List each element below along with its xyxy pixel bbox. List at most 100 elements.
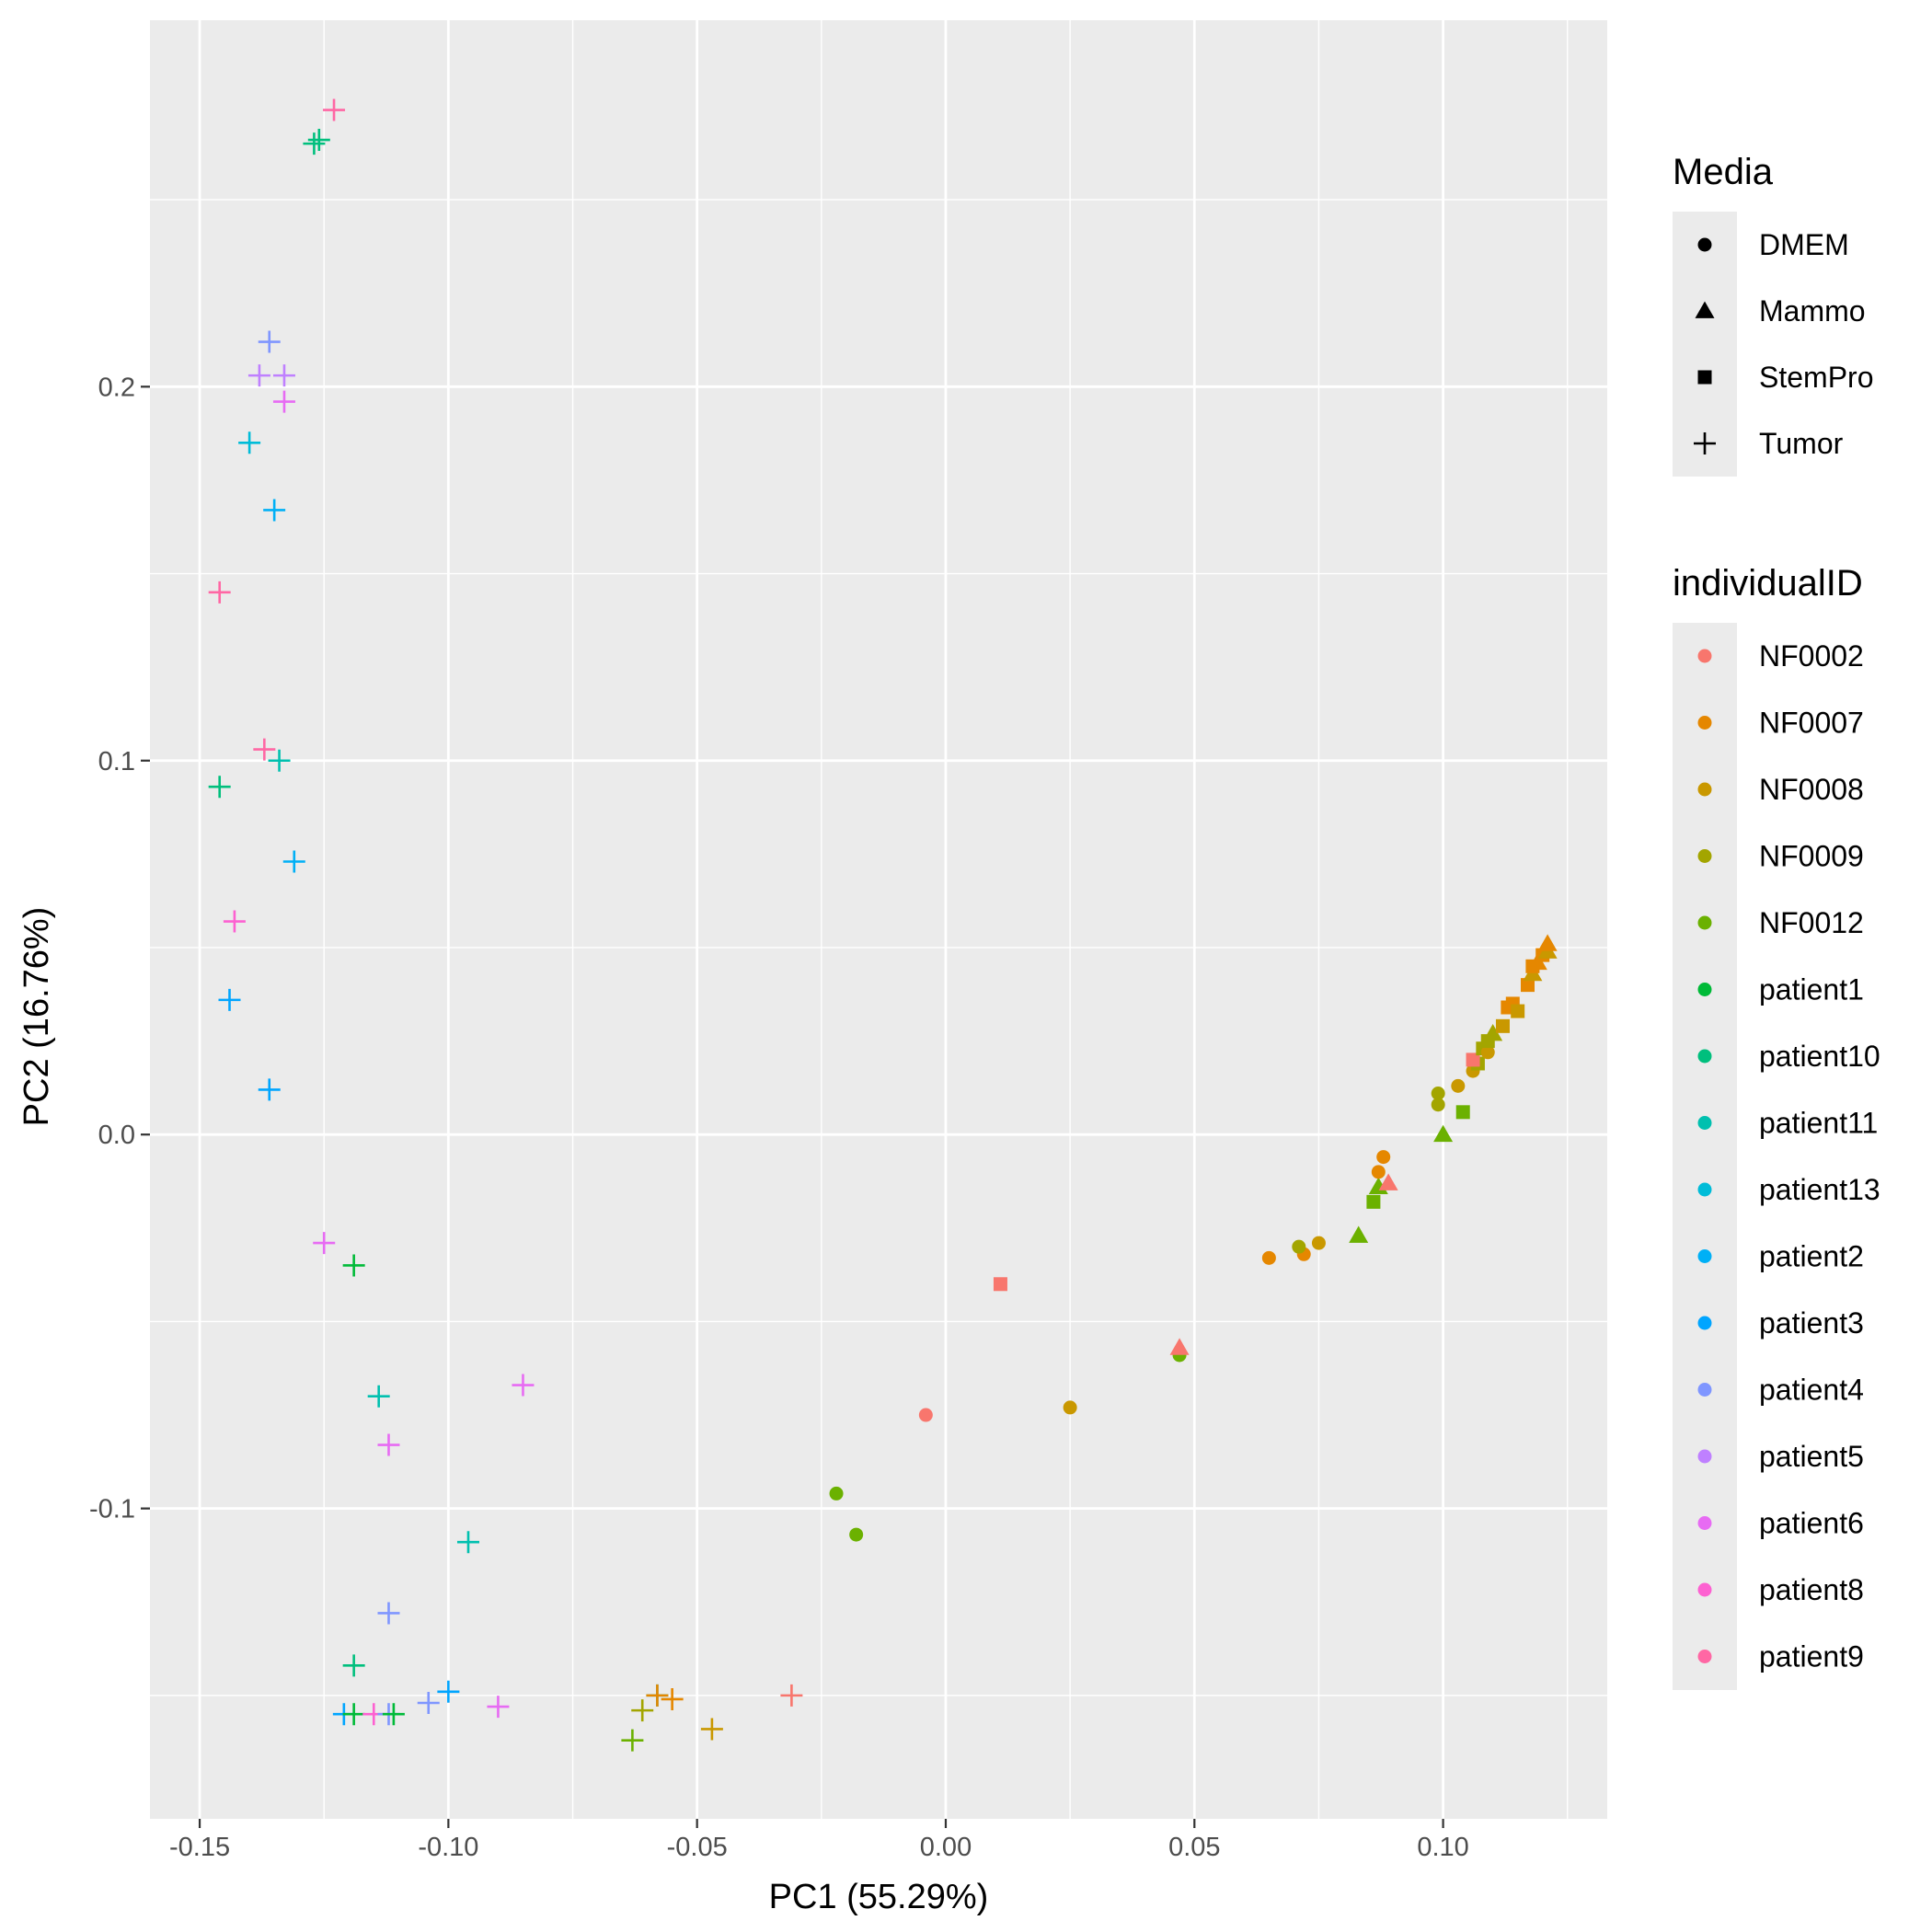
data-point: [1537, 934, 1558, 951]
x-tick-label: 0.05: [1168, 1833, 1220, 1862]
data-point: [646, 1684, 669, 1707]
legend-label-patient10: patient10: [1759, 1040, 1880, 1073]
legend-label-patient11: patient11: [1759, 1107, 1878, 1140]
legend-key-nf0002: [1697, 649, 1712, 663]
data-point: [323, 98, 346, 121]
axes: -0.15 -0.10 -0.05 0.00 0.05 0.10 -0.1 0.0 0.1 0.2: [89, 373, 1469, 1862]
data-point: [303, 132, 326, 155]
panel-background: [150, 20, 1607, 1819]
legend-key-stempro: [1697, 370, 1712, 385]
legend-label-patient1: patient1: [1759, 973, 1864, 1006]
data-point: [417, 1692, 440, 1714]
legend-key-patient1: [1697, 983, 1712, 996]
y-tick-label: 0.2: [98, 373, 135, 402]
data-point: [247, 364, 270, 387]
legend-key-patient6: [1697, 1516, 1712, 1530]
data-point: [631, 1699, 654, 1722]
legend-key-patient11: [1697, 1116, 1712, 1130]
data-point: [208, 581, 231, 604]
data-point: [437, 1680, 460, 1703]
legend-label-stempro: StemPro: [1759, 361, 1873, 394]
media-legend: Media DMEM Mammo StemPro Tumor: [1673, 152, 1873, 477]
data-point: [367, 1385, 390, 1408]
data-point: [313, 1232, 336, 1255]
legend-label-patient2: patient2: [1759, 1240, 1864, 1273]
individual-id-legend: individualID NF0002 NF0007 NF0008 NF0009 NF00…: [1673, 563, 1880, 1690]
individual-id-legend-title: individualID: [1673, 563, 1863, 604]
data-point: [263, 499, 286, 522]
legend-key-nf0007: [1697, 716, 1712, 730]
media-legend-title: Media: [1673, 152, 1774, 192]
data-point: [1376, 1150, 1391, 1165]
x-tick-label: -0.15: [169, 1833, 230, 1862]
legend-label-nf0009: NF0009: [1759, 840, 1864, 873]
data-point: [307, 129, 330, 152]
legend-key-patient2: [1697, 1249, 1712, 1263]
data-point: [223, 910, 246, 933]
data-point: [1366, 1194, 1381, 1209]
y-tick-label: 0.0: [98, 1121, 135, 1150]
data-point: [1378, 1173, 1398, 1190]
legend-key-nf0009: [1697, 849, 1712, 863]
data-point: [487, 1696, 510, 1719]
individual-id-legend-keys-background: [1673, 623, 1737, 1690]
legend-label-patient6: patient6: [1759, 1507, 1864, 1540]
data-point: [253, 738, 276, 761]
data-point: [661, 1687, 684, 1710]
legend-label-dmem: DMEM: [1759, 228, 1849, 261]
legend-key-dmem: [1697, 237, 1712, 252]
x-axis-title: PC1 (55.29%): [769, 1878, 989, 1916]
data-point: [456, 1531, 479, 1554]
data-point: [258, 330, 281, 353]
data-point: [700, 1718, 723, 1741]
legend-key-patient10: [1697, 1049, 1712, 1064]
legend-key-tumor: [1694, 432, 1716, 454]
data-point: [268, 749, 291, 772]
data-point: [1480, 1045, 1495, 1060]
data-point: [1169, 1338, 1190, 1355]
data-point: [377, 1602, 400, 1625]
x-tick-label: -0.10: [418, 1833, 478, 1862]
data-point: [1466, 1052, 1480, 1067]
data-point: [1451, 1078, 1466, 1093]
legend-label-nf0007: NF0007: [1759, 707, 1864, 740]
data-point: [918, 1408, 933, 1422]
legend-key-patient13: [1697, 1182, 1712, 1197]
x-tick-label: 0.10: [1417, 1833, 1468, 1862]
data-point: [272, 364, 295, 387]
legend-key-nf0008: [1697, 782, 1712, 797]
data-point: [218, 988, 241, 1011]
data-point: [512, 1374, 535, 1397]
data-point: [1495, 1018, 1510, 1033]
legend-key-patient8: [1697, 1582, 1712, 1597]
data-points: [208, 98, 1558, 1752]
legend-label-mammo: Mammo: [1759, 294, 1866, 328]
data-point: [1431, 1098, 1445, 1112]
data-point: [382, 1703, 405, 1726]
data-point: [849, 1527, 864, 1542]
legend-label-tumor: Tumor: [1759, 427, 1844, 460]
data-point: [377, 1433, 400, 1456]
legend-key-patient9: [1697, 1650, 1712, 1663]
data-point: [1349, 1225, 1369, 1243]
data-point: [1371, 1165, 1386, 1179]
data-point: [1511, 1004, 1525, 1018]
legend-label-patient5: patient5: [1759, 1440, 1864, 1473]
data-point: [282, 850, 305, 873]
legend-label-patient8: patient8: [1759, 1573, 1864, 1606]
x-tick-label: 0.00: [920, 1833, 972, 1862]
legend-key-nf0012: [1697, 915, 1712, 930]
data-point: [829, 1486, 844, 1501]
y-axis-title: PC2 (16.76%): [17, 907, 56, 1127]
data-point: [342, 1254, 365, 1277]
data-point: [1292, 1239, 1306, 1254]
data-point: [342, 1654, 365, 1677]
data-point: [1261, 1250, 1276, 1265]
data-point: [621, 1729, 644, 1752]
legend-label-nf0002: NF0002: [1759, 639, 1864, 673]
data-point: [238, 431, 261, 454]
x-tick-label: -0.05: [667, 1833, 728, 1862]
y-tick-label: 0.1: [98, 747, 135, 776]
data-point: [1311, 1236, 1326, 1250]
legend-key-patient4: [1697, 1383, 1712, 1397]
